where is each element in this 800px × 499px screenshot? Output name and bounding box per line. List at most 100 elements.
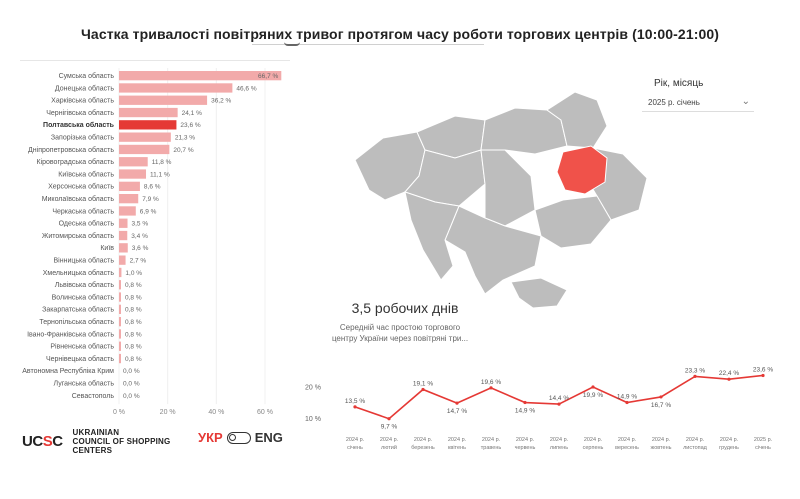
bar-value-label: 3,5 % [132, 221, 149, 228]
cursor-mark [284, 42, 300, 46]
bar[interactable] [119, 144, 170, 155]
bar[interactable] [119, 280, 121, 290]
line-point[interactable] [455, 401, 459, 405]
bar-value-label: 0,8 % [125, 356, 142, 363]
bar[interactable] [119, 304, 121, 314]
bar[interactable] [119, 71, 282, 81]
bar-category-label: Сумська область [59, 72, 115, 80]
bar[interactable] [119, 83, 233, 93]
bar[interactable] [119, 120, 177, 130]
line-x-label-year: 2024 р. [652, 437, 671, 443]
bar-category-label: Автономна Республіка Крим [22, 367, 114, 375]
bar-value-label: 1,0 % [125, 270, 142, 277]
bar-chart-regions: 0 % 20 % 40 % 60 % Сумська область 66,7 % Доне… [22, 68, 282, 416]
bar[interactable] [119, 169, 147, 179]
map-region-poltava-highlight[interactable] [335, 80, 575, 92]
line-value-label: 9,7 % [381, 424, 398, 431]
bar-axis-tick: 40 % [208, 409, 224, 416]
line-y-tick: 10 % [305, 416, 321, 423]
bar[interactable] [119, 255, 126, 265]
ukraine-map[interactable] [335, 80, 655, 310]
line-point[interactable] [591, 385, 595, 389]
line-point[interactable] [489, 386, 493, 390]
map-region-poltava[interactable] [556, 145, 608, 195]
bar[interactable] [119, 157, 148, 167]
line-x-label-year: 2025 р. [754, 437, 773, 443]
kpi-description: Середній час простою торгового центру Ук… [300, 322, 500, 344]
bar-value-label: 6,9 % [140, 208, 157, 215]
line-x-label-month: серпень [583, 445, 604, 451]
line-y-tick: 20 % [305, 385, 321, 392]
divider [20, 60, 290, 61]
bar[interactable] [119, 194, 139, 204]
line-value-label: 13,5 % [345, 398, 365, 405]
bar[interactable] [119, 329, 121, 339]
bar-value-label: 21,3 % [175, 135, 195, 142]
bar[interactable] [119, 181, 140, 191]
line-x-label-month: жовтень [651, 445, 672, 451]
map-region-crimea[interactable] [510, 277, 568, 309]
bar-category-label: Київська область [58, 170, 114, 178]
line-x-label-month: липень [550, 445, 568, 451]
bar-category-label: Харківська область [51, 97, 114, 105]
date-filter-dropdown[interactable]: 2025 р. січень ⌄ [642, 92, 754, 112]
bar-value-label: 8,6 % [144, 184, 161, 191]
line-point[interactable] [523, 400, 527, 405]
filter-value: 2025 р. січень [648, 98, 700, 107]
line-value-label: 23,6 % [753, 366, 773, 373]
line-point[interactable] [727, 377, 731, 381]
line-point[interactable] [387, 417, 391, 421]
bar[interactable] [119, 243, 128, 253]
bar-value-label: 0,0 % [123, 368, 140, 375]
kpi-description-line2: центру України через повітряні три... [331, 334, 469, 343]
map-region-southeast[interactable] [534, 195, 612, 249]
line-point[interactable] [625, 400, 629, 405]
line-point[interactable] [761, 373, 765, 378]
line-x-label-month: грудень [719, 445, 739, 451]
lang-eng[interactable]: ENG [254, 430, 283, 445]
line-x-label-month: травень [481, 445, 502, 451]
bar-value-label: 0,8 % [125, 307, 142, 314]
bar[interactable] [119, 218, 128, 228]
line-point[interactable] [659, 395, 663, 399]
map-region-southwest[interactable] [404, 191, 460, 281]
map-region-northeast[interactable] [546, 91, 608, 149]
bar[interactable] [119, 206, 136, 216]
bar[interactable] [119, 230, 128, 241]
line-point[interactable] [421, 387, 425, 392]
line-x-label-month: червень [515, 445, 536, 451]
bar-category-label: Тернопільська область [39, 318, 114, 326]
line-point[interactable] [693, 374, 697, 378]
bar[interactable] [119, 267, 122, 278]
line-value-label: 23,3 % [685, 367, 705, 374]
bar-category-label: Кіровоградська область [37, 158, 115, 166]
bar[interactable] [119, 341, 121, 351]
line-x-label-year: 2024 р. [414, 437, 433, 443]
bar-category-label: Дніпропетровська область [28, 146, 114, 154]
bar[interactable] [119, 317, 121, 327]
filter-label: Рік, місяць [654, 78, 704, 89]
line-value-label: 14,4 % [549, 395, 569, 402]
bar-value-label: 11,1 % [150, 171, 170, 178]
line-point[interactable] [353, 405, 357, 409]
lang-ukr[interactable]: УКР [198, 430, 223, 445]
bar-value-label: 36,2 % [211, 98, 231, 105]
map-region-center[interactable] [480, 149, 536, 227]
line-point[interactable] [557, 402, 561, 406]
brand-line-1: UKRAINIAN [72, 428, 120, 437]
line-value-label: 22,4 % [719, 370, 739, 377]
toggle-knob [228, 433, 236, 441]
line-x-label-year: 2024 р. [346, 437, 365, 443]
bar-value-label: 3,6 % [132, 245, 149, 252]
bar-value-label: 24,1 % [182, 110, 202, 117]
bar[interactable] [119, 292, 121, 302]
line-x-label-month: вересень [615, 445, 639, 451]
map-region-south[interactable] [444, 205, 542, 295]
bar[interactable] [119, 95, 208, 105]
bar[interactable] [119, 353, 121, 364]
bar[interactable] [119, 132, 171, 142]
toggle-icon[interactable] [226, 431, 251, 444]
bar[interactable] [119, 107, 178, 118]
bar-value-label: 66,7 % [258, 73, 278, 80]
line-x-label-year: 2024 р. [516, 437, 535, 443]
